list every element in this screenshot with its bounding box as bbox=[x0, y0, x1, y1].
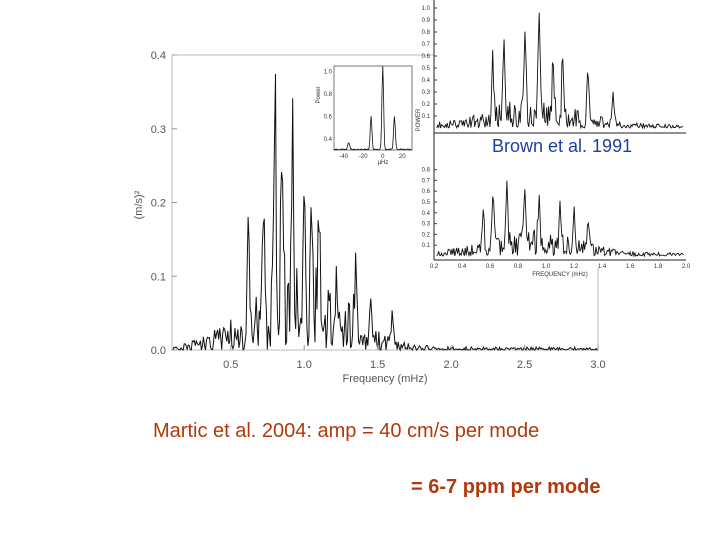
brown-y-tick-label: 1.0 bbox=[422, 6, 431, 12]
inset-x-tick-label: 20 bbox=[399, 154, 406, 160]
brown-y-tick-label: 0.2 bbox=[422, 232, 431, 238]
brown-y-tick-label: 0.8 bbox=[422, 30, 431, 36]
inset-x-tick-label: -40 bbox=[339, 154, 348, 160]
brown-x-tick-label: 1.4 bbox=[598, 264, 607, 270]
brown-y-tick-label: 0.6 bbox=[422, 189, 431, 195]
y-tick-label: 0.4 bbox=[151, 50, 166, 62]
spectrum-trace bbox=[171, 73, 599, 352]
y-tick-label: 0.0 bbox=[151, 345, 166, 357]
brown-y-tick-label: 0.6 bbox=[422, 54, 431, 60]
brown-y-tick-label: 0.2 bbox=[422, 102, 431, 108]
ppm-caption: = 6-7 ppm per mode bbox=[411, 476, 601, 498]
brown-y-tick-label: 0.1 bbox=[422, 114, 431, 120]
brown-trace bbox=[436, 12, 684, 130]
brown-trace bbox=[436, 180, 684, 258]
inset-x-title: μHz bbox=[378, 160, 389, 166]
y-tick-label: 0.3 bbox=[151, 124, 166, 136]
brown-x-title: FREQUENCY (mHz) bbox=[532, 272, 588, 278]
brown-background bbox=[434, 0, 694, 268]
inset-y-tick-label: 0.4 bbox=[324, 137, 333, 143]
x-tick-label: 3.0 bbox=[590, 359, 605, 371]
brown-x-tick-label: 1.8 bbox=[654, 264, 663, 270]
brown-y-tick-label: 0.9 bbox=[422, 18, 431, 24]
inset-x-tick-label: -20 bbox=[359, 154, 368, 160]
x-tick-label: 1.0 bbox=[297, 359, 312, 371]
inset-trace bbox=[333, 65, 413, 151]
y-tick-label: 0.1 bbox=[151, 271, 166, 283]
brown-y-tick-label: 0.3 bbox=[422, 90, 431, 96]
brown-x-tick-label: 0.6 bbox=[486, 264, 495, 270]
x-tick-label: 2.5 bbox=[517, 359, 532, 371]
y-axis-title: (m/s)² bbox=[133, 190, 145, 219]
brown-x-tick-label: 0.4 bbox=[458, 264, 467, 270]
brown-y-tick-label: 0.7 bbox=[422, 178, 431, 184]
brown-y-tick-label: 0.1 bbox=[422, 243, 431, 249]
brown-x-tick-label: 1.0 bbox=[542, 264, 551, 270]
inset-y-tick-label: 0.6 bbox=[324, 114, 333, 120]
brown-x-tick-label: 0.8 bbox=[514, 264, 523, 270]
brown-x-tick-label: 1.2 bbox=[570, 264, 579, 270]
brown-y-tick-label: 0.5 bbox=[422, 66, 431, 72]
inset-y-title: Power bbox=[316, 86, 322, 103]
brown-y-title: POWER bbox=[416, 108, 422, 131]
x-tick-label: 0.5 bbox=[223, 359, 238, 371]
inset-y-tick-label: 1.0 bbox=[324, 70, 333, 76]
x-tick-label: 2.0 bbox=[443, 359, 458, 371]
brown-y-tick-label: 0.5 bbox=[422, 200, 431, 206]
brown-x-tick-label: 2.0 bbox=[682, 264, 691, 270]
brown-y-tick-label: 0.7 bbox=[422, 42, 431, 48]
brown-y-tick-label: 0.3 bbox=[422, 222, 431, 228]
brown-x-tick-label: 1.6 bbox=[626, 264, 635, 270]
inset-x-tick-label: 0 bbox=[381, 154, 385, 160]
x-axis-title: Frequency (mHz) bbox=[343, 373, 428, 385]
brown-x-tick-label: 0.2 bbox=[430, 264, 439, 270]
brown-y-tick-label: 0.4 bbox=[422, 211, 431, 217]
martic-amplitude-caption: Martic et al. 2004: amp = 40 cm/s per mo… bbox=[153, 420, 540, 442]
brown-et-al-label: Brown et al. 1991 bbox=[492, 136, 633, 156]
y-tick-label: 0.2 bbox=[151, 198, 166, 210]
x-tick-label: 1.5 bbox=[370, 359, 385, 371]
inset-frame bbox=[333, 65, 413, 151]
inset-y-tick-label: 0.8 bbox=[324, 92, 333, 98]
brown-y-tick-label: 0.4 bbox=[422, 78, 431, 84]
brown-y-tick-label: 0.8 bbox=[422, 168, 431, 174]
